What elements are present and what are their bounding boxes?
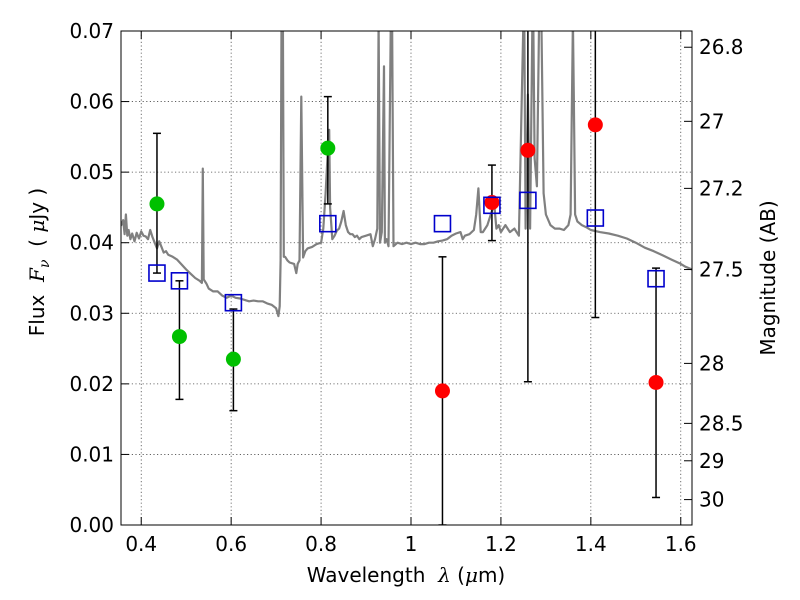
right-tick-label: 28.5 — [699, 411, 744, 435]
right-tick-label: 29 — [699, 449, 724, 473]
right-tick-label: 27.5 — [699, 258, 744, 282]
grid — [121, 30, 692, 526]
model-spectrum — [121, 31, 692, 318]
y-tick-label: 0.00 — [69, 513, 114, 537]
x-tick-label: 0.8 — [305, 532, 337, 556]
x-tick-label: 1.2 — [485, 532, 517, 556]
spectrum-line — [121, 31, 692, 318]
red-data-point — [587, 117, 603, 133]
markers — [148, 117, 665, 399]
y-tick-label: 0.01 — [69, 442, 114, 466]
right-tick-label: 27.2 — [699, 176, 744, 200]
y-tick-label: 0.07 — [69, 19, 114, 43]
right-tick-label: 26.8 — [699, 35, 744, 59]
x-tick-label: 1.6 — [665, 532, 697, 556]
x-axis-ticks: 0.4 0.6 0.8 1 1.2 1.4 1.6 — [125, 31, 697, 556]
y-axis-label: Flux Fν ( μJy ) — [25, 188, 53, 336]
right-axis-ticks: 26.8 27 27.2 27.5 28 28.5 29 30 — [684, 35, 744, 512]
error-bars — [152, 31, 661, 525]
blue-square-point — [433, 214, 452, 233]
y-axis-ticks: 0.00 0.01 0.02 0.03 0.04 0.05 0.06 0.07 — [69, 19, 129, 537]
right-tick-label: 27 — [699, 109, 724, 133]
y-tick-label: 0.03 — [69, 301, 114, 325]
x-tick-label: 1.4 — [575, 532, 607, 556]
blue-square-point — [586, 209, 605, 227]
blue-square-point — [319, 214, 337, 233]
plot-frame — [120, 30, 693, 526]
red-data-point — [484, 194, 500, 210]
green-data-point — [149, 196, 165, 212]
green-data-point — [320, 140, 336, 156]
blue-square-point — [224, 293, 243, 312]
blue-square-point — [148, 264, 166, 282]
red-data-point — [520, 142, 536, 158]
green-data-point — [171, 329, 187, 345]
x-tick-label: 0.4 — [125, 532, 157, 556]
right-axis-label: Magnitude (AB) — [756, 200, 780, 355]
right-tick-label: 28 — [699, 351, 724, 375]
red-data-point — [648, 374, 664, 390]
blue-square-point — [519, 191, 537, 210]
x-tick-label: 1 — [405, 532, 418, 556]
y-tick-label: 0.05 — [69, 160, 114, 184]
right-tick-label: 30 — [699, 488, 724, 512]
blue-square-point — [170, 272, 189, 290]
x-tick-label: 0.6 — [215, 532, 247, 556]
blue-square-point — [647, 269, 665, 288]
blue-square-point — [483, 196, 501, 215]
y-tick-label: 0.02 — [69, 372, 114, 396]
green-data-point — [225, 351, 241, 367]
x-axis-label: Wavelength λ (μm) — [307, 563, 506, 587]
y-tick-label: 0.06 — [69, 90, 114, 114]
red-data-point — [434, 383, 450, 399]
y-tick-label: 0.04 — [69, 231, 114, 255]
